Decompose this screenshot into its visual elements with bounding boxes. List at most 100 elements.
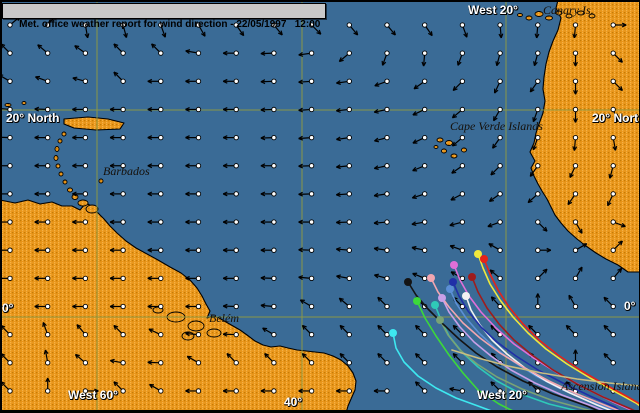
island-antilles-2	[57, 138, 63, 144]
wind-arrow	[222, 191, 239, 197]
wind-arrow	[185, 247, 202, 253]
wind-arrow	[109, 134, 126, 141]
boat-navy-head[interactable]	[449, 278, 457, 286]
wind-arrow	[411, 219, 428, 227]
frame-top	[0, 0, 640, 2]
landmass-greater-antilles	[63, 116, 125, 131]
wind-arrow	[151, 43, 164, 56]
boat-cyan-head[interactable]	[389, 329, 397, 337]
wind-arrow	[72, 247, 89, 253]
wind-arrow	[109, 358, 126, 366]
wind-arrow	[414, 324, 428, 338]
wind-arrow	[147, 163, 164, 169]
track-layer	[389, 250, 640, 413]
wind-arrow	[264, 353, 277, 366]
wind-arrow	[336, 219, 352, 225]
wind-arrow	[565, 324, 579, 338]
wind-arrow	[298, 50, 315, 57]
wind-arrow	[185, 106, 202, 113]
boat-turquoise-head[interactable]	[431, 301, 439, 309]
wind-arrow	[109, 106, 126, 113]
wind-arrow	[185, 303, 202, 310]
boat-plum-head[interactable]	[438, 294, 446, 302]
wind-arrow	[120, 22, 128, 38]
boat-white-head[interactable]	[462, 292, 470, 300]
wind-arrow	[572, 78, 579, 95]
wind-arrow	[494, 78, 503, 94]
wind-arrow	[603, 353, 616, 366]
wind-arrow	[298, 191, 315, 197]
wind-arrow	[222, 331, 239, 338]
wind-arrow	[72, 106, 89, 113]
wind-arrow	[147, 247, 164, 253]
wind-arrow	[113, 43, 126, 56]
wind-arrow	[109, 275, 126, 281]
wind-arrow	[298, 219, 315, 225]
wind-arrow	[185, 331, 202, 338]
wind-arrow	[572, 22, 579, 39]
island-capeverde-5	[461, 147, 467, 153]
wind-arrow	[149, 383, 164, 394]
wind-arrow	[451, 163, 466, 174]
boat-red-head[interactable]	[480, 255, 488, 263]
wind-arrow	[74, 45, 89, 56]
island-canary-4	[545, 15, 553, 21]
wind-arrow	[113, 71, 126, 84]
boat-black-head[interactable]	[404, 278, 412, 286]
wind-arrow	[608, 163, 616, 179]
wind-arrow	[147, 219, 164, 225]
wind-arrow	[490, 381, 503, 394]
wind-arrow	[34, 106, 51, 113]
wind-arrow	[298, 106, 315, 113]
wind-arrow	[72, 191, 89, 197]
boat-maroon-head[interactable]	[468, 273, 476, 281]
wind-arrow	[488, 243, 503, 253]
wind-arrow	[35, 75, 51, 84]
wind-arrow	[72, 76, 89, 84]
boat-yellow-head[interactable]	[474, 250, 482, 258]
wind-arrow	[450, 271, 466, 281]
wind-arrow	[147, 303, 164, 310]
wind-arrow	[528, 324, 541, 338]
wind-arrow	[529, 163, 541, 177]
boat-green-head[interactable]	[413, 297, 421, 305]
wind-arrow	[422, 22, 433, 37]
wind-arrow	[373, 106, 390, 114]
boat-steelblue-head[interactable]	[446, 285, 454, 293]
wind-arrow	[185, 275, 202, 281]
wind-arrow	[610, 50, 623, 63]
wind-arrow	[34, 219, 51, 225]
wind-arrow	[34, 275, 51, 281]
island-capeverde-2	[445, 140, 453, 146]
wind-arrow	[572, 219, 583, 234]
wind-arrow	[260, 191, 277, 197]
boat-salmon-head[interactable]	[427, 274, 435, 282]
wind-arrow	[222, 78, 239, 84]
wind-arrow	[493, 106, 503, 122]
wind-arrow	[185, 134, 202, 141]
wind-arrow	[381, 50, 390, 66]
wind-arrow	[298, 78, 315, 85]
wind-arrow	[449, 386, 466, 394]
island-antilles-7	[62, 179, 68, 185]
wind-arrow	[222, 303, 239, 310]
wind-arrow	[336, 246, 352, 253]
report-title-bar: Met. office weather report for wind dire…	[2, 3, 327, 30]
wind-arrow	[34, 247, 51, 253]
wind-arrow	[377, 324, 390, 338]
wind-arrow	[572, 349, 579, 366]
island-antilles-3	[54, 146, 60, 152]
wind-arrow	[43, 349, 51, 366]
wind-arrow	[222, 50, 239, 56]
island-canary-7	[577, 10, 585, 16]
wind-arrow	[158, 22, 167, 38]
wind-arrow	[412, 272, 428, 281]
wind-arrow	[414, 381, 428, 394]
boat-yellow-track	[477, 253, 640, 407]
wind-arrow	[82, 388, 99, 394]
boat-orchid-head[interactable]	[450, 261, 458, 269]
wind-arrow	[222, 219, 239, 225]
wind-arrow	[308, 22, 322, 35]
frame-bottom	[0, 410, 640, 413]
boat-darkseagreen-head[interactable]	[436, 316, 444, 324]
